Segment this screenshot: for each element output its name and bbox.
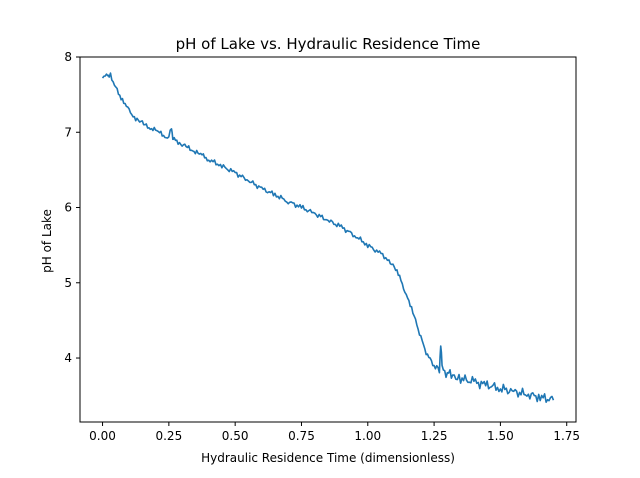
x-tick-label: 0.00 bbox=[89, 429, 116, 443]
y-tick-label: 4 bbox=[64, 351, 72, 365]
plot-frame bbox=[79, 56, 577, 423]
x-tick-label: 0.75 bbox=[288, 429, 315, 443]
x-tick-label: 0.50 bbox=[222, 429, 249, 443]
y-axis-label: pH of Lake bbox=[40, 209, 54, 273]
x-tick-label: 1.75 bbox=[553, 429, 580, 443]
x-tick-label: 0.25 bbox=[155, 429, 182, 443]
chart-title: pH of Lake vs. Hydraulic Residence Time bbox=[176, 35, 481, 53]
x-axis-label: Hydraulic Residence Time (dimensionless) bbox=[201, 451, 455, 465]
axes-layer: 0.00 0.25 0.50 0.75 1.00 1.25 1.50 1.75 4 5 6 7 8 bbox=[64, 50, 580, 443]
x-tick-label: 1.50 bbox=[487, 429, 514, 443]
plot-layer bbox=[101, 72, 555, 403]
y-tick-label: 7 bbox=[64, 125, 72, 139]
x-tick-label: 1.25 bbox=[421, 429, 448, 443]
series-line-0 bbox=[101, 72, 555, 403]
y-tick-label: 6 bbox=[64, 201, 72, 215]
y-tick-label: 5 bbox=[64, 276, 72, 290]
x-tick-label: 1.00 bbox=[354, 429, 381, 443]
y-tick-label: 8 bbox=[64, 50, 72, 64]
